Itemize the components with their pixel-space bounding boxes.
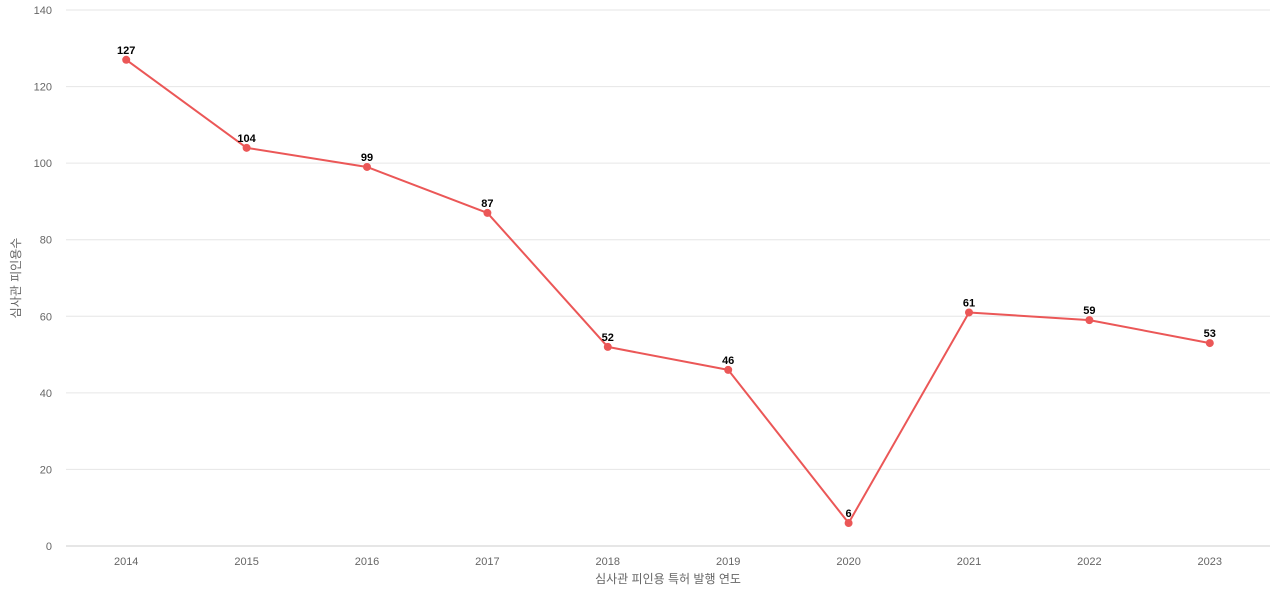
x-axis-title: 심사관 피인용 특허 발행 연도 [595,571,741,586]
data-point[interactable] [122,55,131,64]
x-tick-label: 2015 [234,556,258,568]
y-tick-label: 140 [34,5,52,17]
data-label: 127 [117,45,135,57]
data-label: 59 [1083,305,1095,317]
x-tick-label: 2014 [114,556,138,568]
data-label: 6 [846,508,852,520]
x-tick-label: 2017 [475,556,499,568]
x-tick-label: 2016 [355,556,379,568]
data-point[interactable] [844,519,853,528]
series-points [122,55,1214,528]
data-point[interactable] [242,143,251,152]
series-line [125,58,1210,525]
x-tick-label: 2019 [716,556,740,568]
x-tick-label: 2018 [596,556,620,568]
data-label: 52 [602,332,614,344]
data-label: 53 [1204,328,1216,340]
data-labels: 127 104 99 87 52 46 6 61 59 53 [117,45,1216,520]
gridlines [66,9,1270,547]
y-tick-label: 120 [34,82,52,94]
y-tick-label: 20 [40,464,52,476]
x-axis-ticks: 2014 2015 2016 2017 2018 2019 2020 2021 2022 2023 [114,556,1222,568]
y-tick-label: 60 [40,311,52,323]
series-lines [125,58,1210,525]
data-point[interactable] [724,365,733,374]
data-point[interactable] [1205,339,1214,348]
data-label: 104 [237,133,256,145]
x-tick-label: 2023 [1198,556,1222,568]
data-label: 46 [722,355,734,367]
y-tick-label: 40 [40,388,52,400]
data-point[interactable] [965,308,973,317]
x-tick-label: 2021 [957,556,981,568]
data-point[interactable] [1085,316,1094,325]
x-tick-label: 2022 [1077,556,1101,568]
x-tick-label: 2020 [836,556,860,568]
y-tick-label: 80 [40,235,52,247]
data-point[interactable] [603,342,612,351]
data-point[interactable] [363,162,371,171]
data-label: 87 [481,198,493,210]
y-axis-title: 심사관 피인용수 [9,238,23,319]
data-label: 61 [963,297,975,309]
data-label: 99 [361,152,373,164]
data-point[interactable] [483,208,492,217]
y-tick-label: 100 [34,158,52,170]
y-axis-ticks: 0 20 40 60 80 100 120 140 [34,5,52,553]
y-tick-label: 0 [46,541,52,553]
